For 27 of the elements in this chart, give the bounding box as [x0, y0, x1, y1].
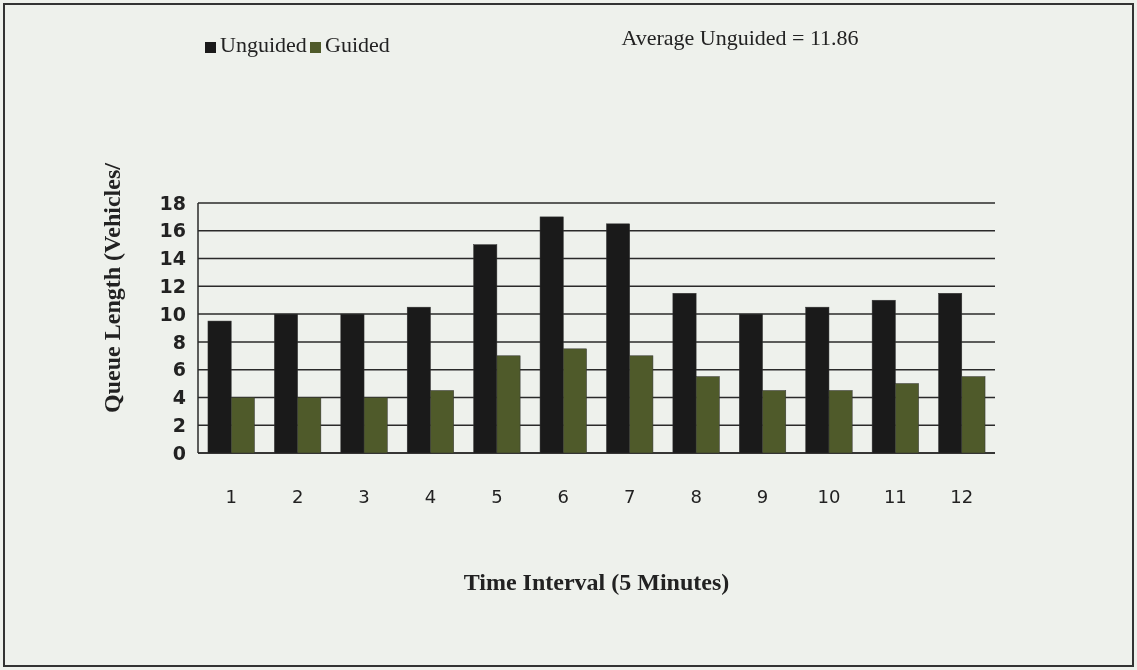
y-tick-label: 14	[159, 247, 186, 270]
y-tick-label: 10	[159, 302, 186, 325]
legend-label: Unguided	[220, 32, 307, 57]
x-tick-label: 11	[883, 486, 907, 507]
y-tick-label: 18	[159, 191, 186, 214]
x-tick-label: 3	[358, 486, 370, 507]
y-axis-title: Queue Length (Vehicles/	[99, 162, 125, 413]
x-tick-label: 9	[756, 486, 769, 507]
x-tick-label: 7	[623, 486, 636, 507]
x-tick-label: 6	[557, 486, 570, 507]
x-tick-label: 8	[690, 486, 702, 507]
y-tick-label: 8	[172, 330, 186, 353]
x-tick-label: 2	[291, 486, 304, 507]
legend-label: Guided	[325, 32, 390, 57]
x-tick-label: 10	[817, 486, 841, 507]
x-tick-label: 5	[491, 486, 503, 507]
x-tick-label: 12	[950, 486, 974, 507]
y-tick-label: 16	[159, 219, 186, 242]
y-tick-label: 0	[172, 441, 186, 464]
y-tick-label: 4	[172, 386, 186, 409]
x-tick-label: 1	[225, 486, 237, 507]
x-axis-title: Time Interval (5 Minutes)	[463, 569, 730, 595]
x-tick-label: 4	[424, 486, 437, 507]
text: Average Unguided = 11.86	[621, 25, 859, 50]
y-tick-label: 12	[159, 274, 186, 297]
y-tick-label: 6	[172, 358, 186, 381]
y-tick-label: 2	[172, 413, 186, 436]
